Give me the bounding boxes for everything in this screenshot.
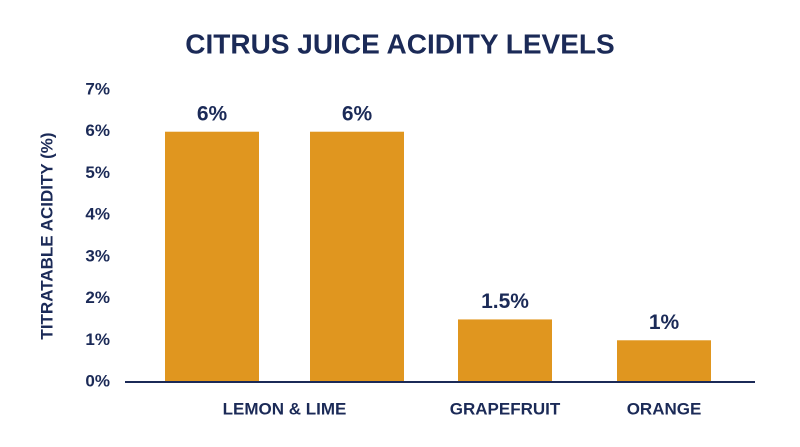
x-tick-label: ORANGE [627, 399, 702, 418]
y-tick-label: 0% [85, 371, 110, 390]
bar [165, 131, 259, 382]
value-label: 6% [342, 102, 373, 125]
bar [310, 131, 404, 382]
y-axis-label: TITRATABLE ACIDITY (%) [37, 132, 56, 339]
value-label: 6% [197, 102, 228, 125]
x-tick-label: LEMON & LIME [223, 399, 347, 418]
y-tick-label: 5% [85, 163, 110, 182]
bar [458, 319, 552, 382]
y-tick-label: 6% [85, 121, 110, 140]
y-tick-label: 2% [85, 288, 110, 307]
y-tick-label: 4% [85, 205, 110, 224]
y-tick-label: 7% [85, 79, 110, 98]
value-label: 1% [649, 311, 680, 334]
x-tick-label: GRAPEFRUIT [450, 399, 561, 418]
y-tick-label: 1% [85, 330, 110, 349]
y-tick-label: 3% [85, 246, 110, 265]
bar [617, 340, 711, 382]
value-label: 1.5% [481, 290, 529, 313]
chart-title: CITRUS JUICE ACIDITY LEVELS [185, 28, 614, 59]
